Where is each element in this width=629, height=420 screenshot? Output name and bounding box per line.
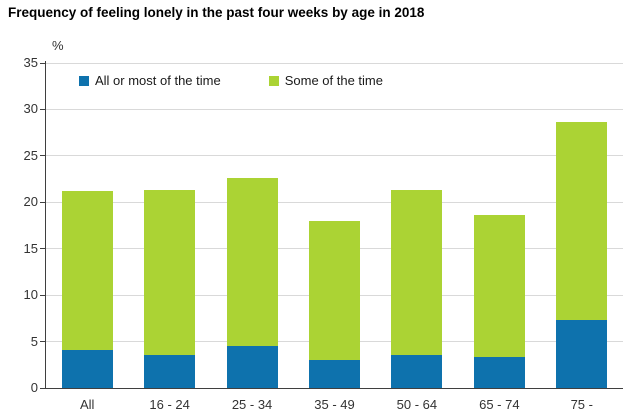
bar-segment-all-or-most-of-the-time bbox=[473, 357, 525, 388]
y-axis-tick bbox=[40, 201, 46, 203]
y-axis-tick bbox=[40, 155, 46, 157]
y-axis-tick bbox=[40, 387, 46, 389]
legend: All or most of the time Some of the time bbox=[79, 73, 383, 88]
y-axis-tick bbox=[40, 108, 46, 110]
y-tick-label: 25 bbox=[23, 147, 38, 163]
chart-title: Frequency of feeling lonely in the past … bbox=[8, 5, 425, 20]
bar-segment-some-of-the-time bbox=[61, 191, 113, 350]
y-axis-tick bbox=[40, 62, 46, 64]
legend-label-some: Some of the time bbox=[284, 73, 383, 88]
legend-swatch-some bbox=[268, 75, 279, 86]
x-category-label: 75 - bbox=[570, 397, 593, 412]
bar-segment-some-of-the-time bbox=[144, 190, 196, 355]
y-tick-label: 35 bbox=[23, 55, 38, 70]
x-axis-line bbox=[40, 387, 623, 389]
gridline bbox=[46, 62, 623, 64]
bar-segment-some-of-the-time bbox=[391, 190, 443, 355]
y-tick-label: 10 bbox=[23, 287, 38, 303]
y-axis-line bbox=[44, 61, 46, 388]
x-category-label: 35 - 49 bbox=[314, 397, 355, 412]
y-axis-tick bbox=[40, 248, 46, 250]
legend-item-all-or-most: All or most of the time bbox=[79, 73, 221, 88]
bar-segment-all-or-most-of-the-time bbox=[309, 360, 360, 388]
bar-segment-all-or-most-of-the-time bbox=[144, 354, 196, 388]
plot-area: All or most of the time Some of the time bbox=[40, 62, 623, 389]
x-category-label: 65 - 74 bbox=[479, 397, 520, 412]
x-axis-labels: All 16 - 24 25 - 34 35 - 49 50 - 64 65 - 74 75… bbox=[46, 397, 623, 415]
x-category-label: All bbox=[79, 397, 95, 412]
legend-label-all-or-most: All or most of the time bbox=[95, 73, 221, 88]
x-category-label: 50 - 64 bbox=[396, 397, 438, 412]
legend-swatch-all-or-most bbox=[79, 75, 89, 86]
y-tick-label: 20 bbox=[23, 194, 38, 210]
y-axis-tick bbox=[40, 341, 46, 343]
gridline bbox=[46, 201, 623, 203]
x-category-label: 25 - 34 bbox=[231, 397, 273, 412]
bar-segment-some-of-the-time bbox=[309, 220, 360, 361]
y-axis-unit-label: % bbox=[52, 38, 64, 53]
y-axis-labels: 0 5 10 15 20 25 30 35 bbox=[0, 56, 38, 395]
bar-segment-all-or-most-of-the-time bbox=[391, 354, 443, 388]
bar-segment-some-of-the-time bbox=[473, 215, 525, 358]
legend-item-some: Some of the time bbox=[268, 73, 383, 88]
bar-segment-all-or-most-of-the-time bbox=[61, 349, 113, 388]
bar-segment-some-of-the-time bbox=[556, 121, 608, 321]
y-tick-label: 5 bbox=[30, 333, 38, 349]
bar-segment-all-or-most-of-the-time bbox=[556, 320, 608, 388]
y-tick-label: 30 bbox=[23, 101, 38, 117]
y-tick-label: 15 bbox=[23, 240, 38, 256]
x-category-label: 16 - 24 bbox=[149, 397, 190, 412]
bar-segment-some-of-the-time bbox=[226, 178, 278, 347]
gridline bbox=[46, 155, 623, 157]
bar-segment-all-or-most-of-the-time bbox=[226, 346, 278, 388]
y-axis-tick bbox=[40, 294, 46, 296]
y-tick-label: 0 bbox=[30, 380, 38, 395]
gridline bbox=[46, 108, 623, 110]
